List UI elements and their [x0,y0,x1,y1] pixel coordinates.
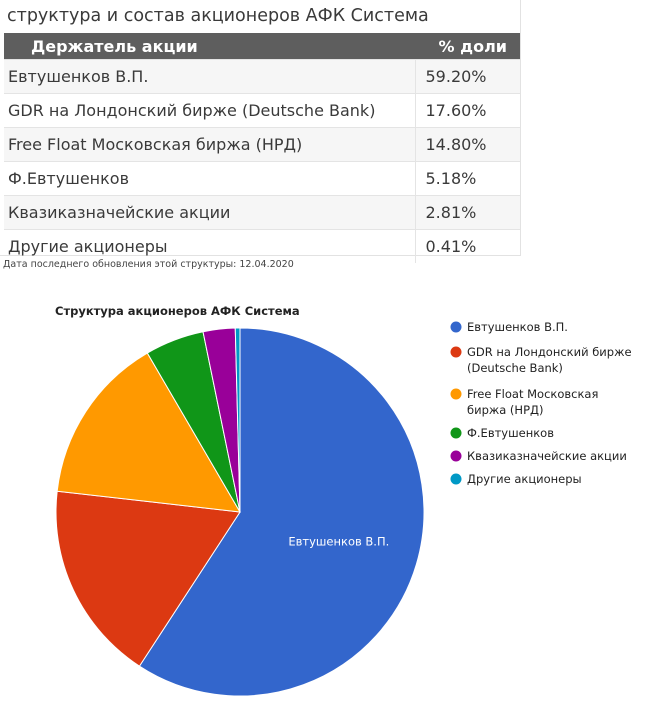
share-cell: 59.20% [415,59,520,94]
pie-slice-label: Евтушенков В.П. [288,534,389,548]
legend-swatch [450,388,462,400]
legend-swatch [450,321,462,333]
table-row: Другие акционеры 0.41% [4,229,520,263]
chart-legend: Евтушенков В.П. GDR на Лондонский бирже (D… [450,320,632,486]
holder-cell: Другие акционеры [4,229,416,263]
legend-label: Ф.Евтушенков [467,426,554,440]
column-header-holder: Держатель акции [4,33,415,60]
share-cell: 5.18% [415,161,520,196]
legend-label: GDR на Лондонский бирже [467,345,632,359]
legend-swatch [450,473,462,485]
legend-item[interactable]: Квазиказначейские акции [450,449,627,463]
legend-item[interactable]: GDR на Лондонский бирже (Deutsche Bank) [450,345,632,375]
legend-label: Другие акционеры [467,472,582,486]
holder-cell: Free Float Московская биржа (НРД) [4,127,416,162]
legend-item[interactable]: Евтушенков В.П. [450,320,568,334]
legend-label: (Deutsche Bank) [467,361,563,375]
pie-slice-2[interactable] [55,490,241,667]
table-row: Free Float Московская биржа (НРД) 14.80% [4,127,520,162]
pie-slices [55,327,425,697]
share-cell: 0.41% [415,229,520,263]
holder-cell: GDR на Лондонский бирже (Deutsche Bank) [4,93,416,128]
legend-swatch [450,346,462,358]
column-header-share: % доли [415,33,520,60]
table-row: Евтушенков В.П. 59.20% [4,59,520,94]
pie-slice-6[interactable] [234,327,241,513]
table-header-row: Держатель акции % доли [4,33,520,60]
legend-swatch [450,450,462,462]
legend-label: Free Float Московская [467,387,598,401]
table-row: Ф.Евтушенков 5.18% [4,161,520,196]
legend-item[interactable]: Ф.Евтушенков [450,426,555,440]
table-row: GDR на Лондонский бирже (Deutsche Bank) … [4,93,520,128]
shareholders-table-card: структура и состав акционеров АФК Систем… [0,0,521,263]
pie-slice-1[interactable] [138,327,425,697]
chart-title: Структура акционеров АФК Система [55,304,300,318]
share-cell: 17.60% [415,93,520,128]
holder-cell: Евтушенков В.П. [4,59,416,94]
holder-cell: Квазиказначейские акции [4,195,416,230]
legend-swatch [450,427,462,439]
pie-slice-3[interactable] [56,352,241,513]
legend-label: Евтушенков В.П. [467,320,568,334]
pie-slice-labels: Евтушенков В.П. [288,534,389,548]
share-cell: 14.80% [415,127,520,162]
legend-label: биржа (НРД) [467,403,543,417]
legend-item[interactable]: Free Float Московская биржа (НРД) [450,387,599,417]
update-date-note: Дата последнего обновления этой структур… [3,259,294,270]
legend-label: Квазиказначейские акции [467,449,627,463]
pie-chart: Структура акционеров АФК Система Евтушен… [55,304,632,697]
table-row: Квазиказначейские акции 2.81% [4,195,520,230]
share-cell: 2.81% [415,195,520,230]
legend-item[interactable]: Другие акционеры [450,472,582,486]
table-title: структура и состав акционеров АФК Систем… [7,6,429,26]
holder-cell: Ф.Евтушенков [4,161,416,196]
shareholders-table: Держатель акции % доли Евтушенков В.П. 5… [4,33,520,263]
